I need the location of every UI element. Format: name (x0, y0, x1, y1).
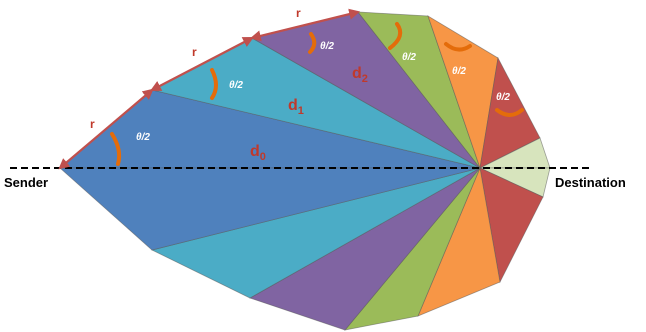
angle-arc-3 (308, 32, 317, 54)
half-angle-label-6: θ/2 (496, 92, 510, 103)
half-angle-label-2: θ/2 (229, 80, 243, 91)
angle-arc-1 (110, 132, 122, 166)
distance-label-d2-letter: d (352, 65, 362, 82)
distance-label-d1-subscript: 1 (298, 105, 304, 117)
distance-label-d2: d2 (352, 65, 368, 85)
half-angle-label-1: θ/2 (136, 132, 150, 143)
half-angle-label-3: θ/2 (320, 41, 334, 52)
distance-label-d1-letter: d (288, 97, 298, 114)
angle-arc-2 (210, 68, 218, 100)
distance-label-d1: d1 (288, 97, 304, 117)
angle-arc-5 (444, 42, 472, 52)
distance-label-d2-subscript: 2 (362, 73, 368, 85)
half-angle-label-4: θ/2 (402, 52, 416, 63)
distance-label-d0-subscript: 0 (260, 151, 266, 163)
angle-arc-4 (388, 22, 403, 50)
distance-label-d0: d0 (250, 143, 266, 163)
hop-radius-label-3: r (296, 6, 301, 20)
distance-label-d0-letter: d (250, 143, 260, 160)
hop-arrow-3 (249, 8, 361, 42)
destination-label: Destination (555, 175, 626, 190)
half-angle-label-5: θ/2 (452, 66, 466, 77)
hop-radius-label-2: r (192, 45, 197, 59)
angle-arc-6 (495, 108, 524, 117)
sender-label: Sender (4, 175, 48, 190)
hop-arrow-1 (58, 88, 154, 170)
hop-radius-label-1: r (90, 117, 95, 131)
hop-arrow-2 (150, 36, 254, 92)
